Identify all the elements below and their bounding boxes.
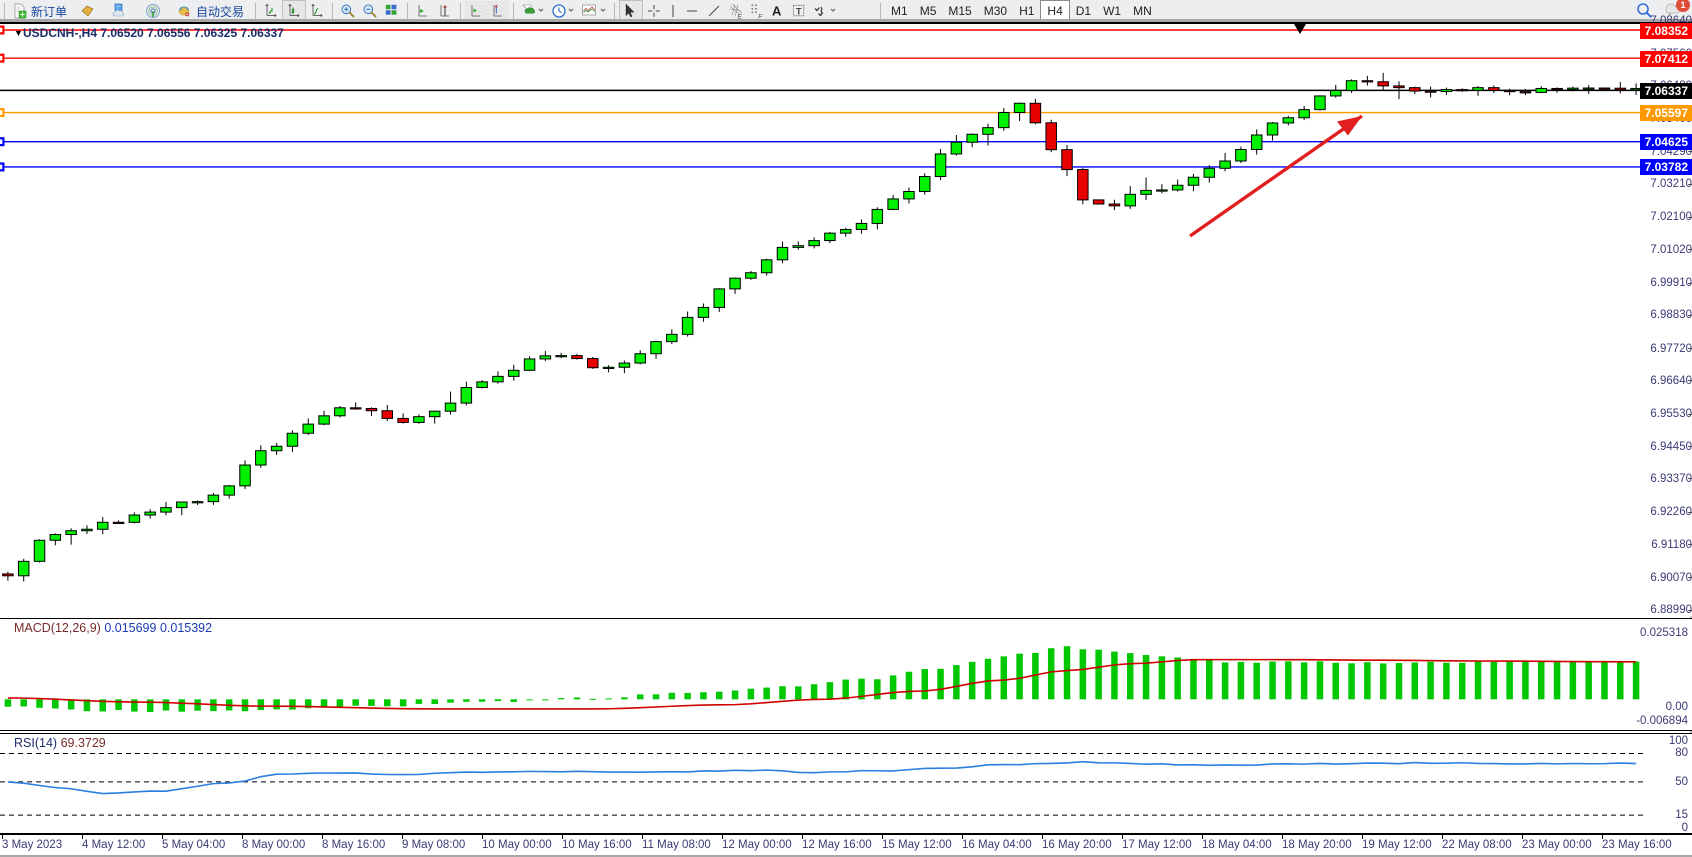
svg-text:T: T bbox=[796, 6, 802, 16]
svg-text:E: E bbox=[738, 14, 743, 20]
svg-text:1: 1 bbox=[1680, 0, 1685, 10]
svg-text:F: F bbox=[758, 14, 763, 20]
svg-text:A: A bbox=[772, 4, 782, 19]
